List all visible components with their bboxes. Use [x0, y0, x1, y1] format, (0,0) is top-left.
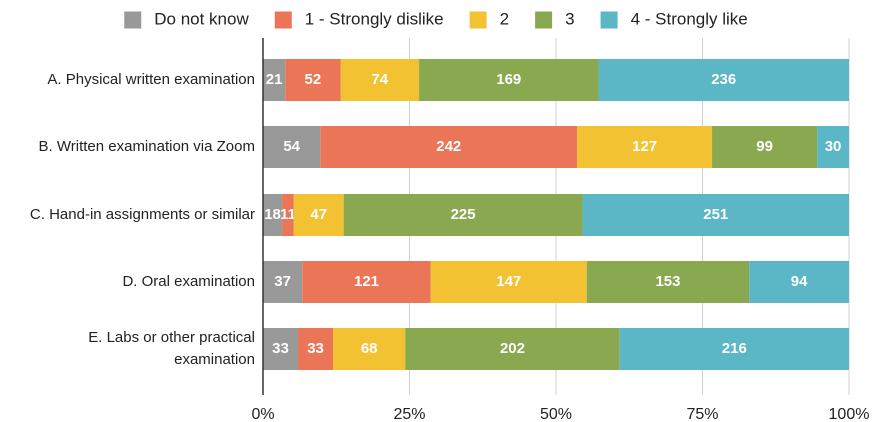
bar-4-strongly-like-2	[817, 126, 849, 168]
data-label: 47	[310, 206, 327, 223]
bar-4-strongly-like-3	[582, 194, 849, 236]
bar-do-not-know-2	[263, 126, 321, 168]
data-label: 251	[703, 206, 728, 223]
bar-1-strongly-dislike-1	[285, 59, 341, 101]
bar-3-5	[405, 328, 620, 370]
bar-4-strongly-like-1	[598, 59, 849, 101]
bar-2-2	[577, 126, 713, 168]
legend-label-1-strongly-dislike: 1 - Strongly dislike	[305, 9, 444, 28]
bar-do-not-know-3	[263, 194, 283, 236]
data-label: 52	[305, 71, 322, 88]
legend-label-2: 2	[500, 9, 509, 28]
category-label: D. Oral examination	[122, 273, 255, 290]
data-label: 94	[791, 273, 808, 290]
x-tick-100: 100%	[829, 406, 870, 422]
legend-swatch-2	[469, 11, 487, 29]
legend: Do not know 1 - Strongly dislike 2 3 4 - Str…	[124, 9, 748, 29]
data-label: 242	[436, 138, 461, 155]
data-label: 153	[655, 273, 680, 290]
data-label: 30	[825, 138, 842, 155]
bar-1-strongly-dislike-3	[282, 194, 294, 236]
x-tick-labels: 0% 25% 50% 75% 100%	[251, 406, 869, 422]
bar-4-strongly-like-4	[749, 261, 849, 303]
category-label: examination	[174, 351, 255, 368]
bar-1-strongly-dislike-4	[302, 261, 431, 303]
data-label: 127	[632, 138, 657, 155]
x-tick-25: 25%	[393, 406, 425, 422]
data-label: 121	[354, 273, 379, 290]
bar-3-3	[343, 194, 583, 236]
legend-label-4-strongly-like: 4 - Strongly like	[631, 9, 748, 28]
bar-4-strongly-like-5	[619, 328, 849, 370]
data-label: 33	[272, 340, 289, 357]
bars: 21 52 74 169 236 54 242 127 99 30 18 11 47 225 251 37 12…	[263, 59, 849, 370]
category-label: B. Written examination via Zoom	[39, 138, 255, 155]
data-label: 74	[371, 71, 388, 88]
data-label: 147	[496, 273, 521, 290]
data-label: 99	[756, 138, 773, 155]
category-labels: A. Physical written examination B. Writte…	[30, 71, 255, 368]
bar-do-not-know-4	[263, 261, 303, 303]
bar-2-1	[340, 59, 420, 101]
category-label: E. Labs or other practical	[88, 329, 255, 346]
bar-3-2	[712, 126, 818, 168]
data-label: 202	[500, 340, 525, 357]
legend-swatch-3	[535, 11, 553, 29]
legend-swatch-4-strongly-like	[600, 11, 618, 29]
data-label: 18	[264, 206, 281, 223]
bar-3-4	[586, 261, 750, 303]
legend-label-3: 3	[565, 9, 574, 28]
bar-2-3	[293, 194, 344, 236]
data-label: 236	[711, 71, 736, 88]
data-label: 68	[361, 340, 378, 357]
data-label: 11	[280, 206, 296, 223]
data-label: 216	[722, 340, 747, 357]
legend-label-do-not-know: Do not know	[154, 9, 249, 28]
data-label: 169	[496, 71, 521, 88]
legend-swatch-1-strongly-dislike	[274, 11, 292, 29]
bar-1-strongly-dislike-2	[320, 126, 578, 168]
legend-swatch-do-not-know	[124, 11, 142, 29]
data-label: 21	[266, 71, 283, 88]
data-label: 54	[283, 138, 300, 155]
x-tick-0: 0%	[251, 406, 274, 422]
category-label: A. Physical written examination	[47, 71, 255, 88]
bar-do-not-know-1	[263, 59, 286, 101]
bar-1-strongly-dislike-5	[298, 328, 334, 370]
category-label: C. Hand-in assignments or similar	[30, 206, 255, 223]
bar-2-4	[430, 261, 587, 303]
data-label: 225	[451, 206, 476, 223]
data-label: 33	[307, 340, 324, 357]
bar-do-not-know-5	[263, 328, 299, 370]
bar-2-5	[333, 328, 406, 370]
x-tick-75: 75%	[686, 406, 718, 422]
x-tick-50: 50%	[540, 406, 572, 422]
data-label: 37	[274, 273, 291, 290]
bar-3-1	[419, 59, 599, 101]
